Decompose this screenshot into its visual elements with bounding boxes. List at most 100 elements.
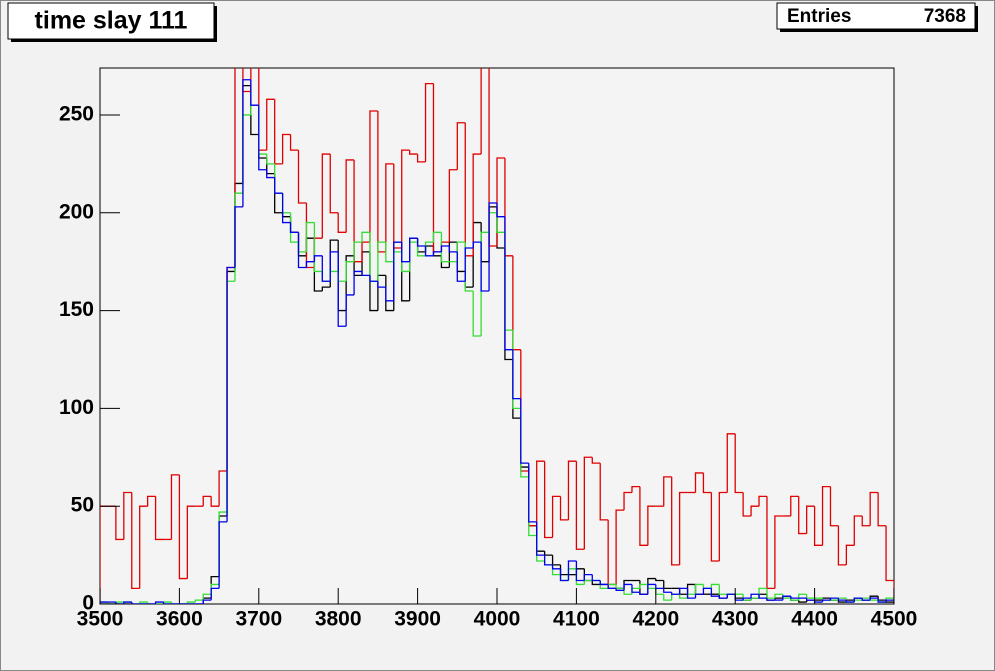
histogram-bin (837, 600, 847, 603)
histogram-bin (472, 241, 482, 248)
histogram-bin (123, 491, 132, 540)
histogram-bin (345, 159, 355, 233)
histogram-bin (329, 251, 339, 282)
histogram-bin (377, 241, 386, 282)
histogram-bin (337, 212, 347, 233)
histogram-bin (218, 521, 228, 589)
histogram-bin (686, 588, 696, 599)
histogram-bin (678, 587, 688, 595)
histogram-bin (853, 597, 863, 603)
histogram-bin (345, 294, 355, 327)
x-tick-label: 3600 (156, 608, 203, 631)
x-tick-label: 3900 (394, 608, 441, 631)
histogram-bin (472, 291, 482, 337)
histogram-bin (218, 470, 228, 507)
histogram-bin (790, 598, 799, 601)
histogram-bin (313, 255, 323, 262)
histogram-bin (480, 242, 490, 292)
histogram-bin (416, 154, 426, 163)
histogram-bin (718, 491, 728, 561)
histogram-bin (146, 602, 156, 604)
histogram-bin (869, 597, 879, 601)
histogram-bin (385, 242, 394, 263)
histogram-bin (678, 491, 688, 565)
histogram-bin (202, 599, 212, 604)
histogram-bin (726, 593, 736, 599)
histogram-bin (694, 472, 704, 493)
histogram-bin (734, 433, 744, 494)
histogram-bin (591, 580, 601, 586)
histogram-bin (702, 587, 712, 595)
histogram-bin (115, 506, 124, 541)
histogram-bin (432, 231, 442, 243)
histogram-bin (401, 149, 410, 248)
histogram-bin (464, 247, 474, 282)
histogram-bin (710, 492, 720, 562)
y-tick-label: 200 (59, 200, 94, 223)
histogram-bin (393, 241, 402, 301)
histogram-bin (821, 599, 831, 603)
histogram-bin (694, 583, 704, 595)
histogram-bin (234, 206, 243, 268)
histogram-bin (321, 255, 331, 282)
histogram-bin (718, 584, 728, 595)
histogram-bin (146, 495, 156, 507)
histogram-bin (329, 154, 339, 214)
x-tick-label: 4400 (791, 608, 838, 631)
histogram-bin (631, 584, 640, 593)
histogram-bin (186, 505, 196, 579)
histogram-bin (575, 560, 585, 582)
histogram-bin (186, 601, 196, 604)
histogram-bin (885, 525, 894, 604)
y-tick-label: 100 (59, 396, 94, 419)
histogram-bin (353, 270, 363, 295)
histogram-bin (623, 583, 632, 591)
histogram-bin (599, 463, 609, 521)
histogram-bin (281, 193, 291, 224)
title-box (7, 2, 215, 40)
histogram-bin (409, 237, 418, 262)
histogram-bin (615, 588, 625, 591)
histogram-bin (647, 583, 656, 595)
x-tick-label: 3800 (315, 608, 362, 631)
histogram-bin (663, 588, 672, 593)
x-tick-label: 4100 (553, 608, 600, 631)
histogram-bin (877, 598, 887, 603)
histogram-bin (281, 133, 291, 164)
histogram-bin (170, 474, 180, 540)
histogram-bin (504, 216, 513, 351)
y-tick-label: 150 (59, 298, 94, 321)
histogram-bin (567, 460, 577, 520)
histogram-bin (710, 583, 720, 589)
histogram-bin (115, 602, 124, 604)
histogram-bin (829, 597, 839, 601)
histogram-bin (806, 505, 815, 534)
histogram-bin (289, 222, 299, 233)
histogram-bin (710, 588, 720, 597)
histogram-bin (107, 602, 116, 604)
histogram-bin (488, 202, 497, 292)
histogram-bin (615, 509, 625, 585)
histogram-bin (289, 134, 299, 151)
histogram-bin (297, 150, 307, 204)
histogram-bin (496, 202, 505, 218)
histogram-bin (472, 153, 482, 256)
histogram-bin (139, 601, 148, 604)
histogram-bin (639, 592, 648, 595)
histogram-bin (448, 246, 458, 253)
x-tick-label: 3700 (235, 608, 282, 631)
x-tick-label: 4500 (871, 608, 918, 631)
histogram-bin (202, 593, 212, 601)
histogram-bin (575, 461, 585, 550)
histogram-bin (543, 555, 553, 566)
histogram-bin (226, 266, 235, 522)
histogram-bin (559, 568, 569, 582)
histogram-bin (798, 600, 807, 603)
histogram-bin (297, 232, 307, 269)
histogram-bin (647, 505, 656, 546)
histogram-bin (837, 598, 847, 601)
histogram-bin (877, 492, 887, 527)
histogram-bin (409, 150, 418, 155)
histogram-bin (758, 495, 767, 507)
histogram-bin (798, 496, 807, 535)
